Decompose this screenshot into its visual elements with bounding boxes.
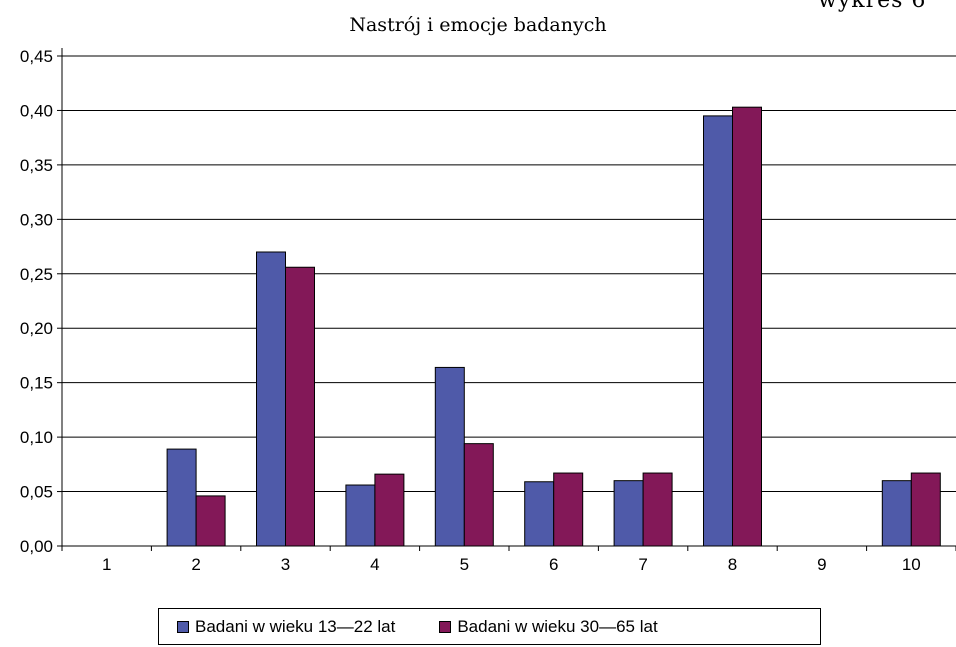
x-tick-label: 4 <box>370 555 379 574</box>
bar-series-2-cat-5 <box>463 443 494 547</box>
legend-entry-series-2: Badani w wieku 30—65 lat <box>439 616 658 637</box>
bar-chart: 0,00 0,05 0,10 0,15 0,20 0,25 0,30 0,35 0,40 0,45… <box>20 47 956 574</box>
y-tick-label: 0,30 <box>20 210 53 229</box>
legend-swatch-series-1 <box>177 620 189 633</box>
bar-series-2-cat-2 <box>195 495 226 547</box>
x-tick-label: 8 <box>728 555 737 574</box>
bar-series-1-cat-10 <box>881 480 912 547</box>
y-tick-labels: 0,00 0,05 0,10 0,15 0,20 0,25 0,30 0,35 0,40 0,45 <box>20 47 53 556</box>
bar-series-2-cat-6 <box>553 472 584 547</box>
x-tick-label: 6 <box>549 555 558 574</box>
bar-series-1-cat-6 <box>524 481 555 547</box>
x-tick-label: 1 <box>102 555 111 574</box>
bar-series-2-cat-3 <box>285 266 315 547</box>
bar-series-1-cat-3 <box>256 251 286 547</box>
chart-legend: Badani w wieku 13—22 lat Badani w wieku … <box>158 608 821 645</box>
y-tick-label: 0,15 <box>20 374 53 393</box>
legend-entry-series-1: Badani w wieku 13—22 lat <box>177 617 395 637</box>
bar-series-1-cat-7 <box>613 480 644 547</box>
bar-series-2-cat-4 <box>374 473 405 547</box>
x-tick-label: 2 <box>191 555 200 574</box>
gridlines <box>57 55 956 547</box>
y-tick-label: 0,35 <box>20 156 53 175</box>
y-tick-label: 0,40 <box>20 101 53 120</box>
legend-label-series-2: Badani w wieku 30—65 lat <box>457 616 658 636</box>
y-tick-label: 0,25 <box>20 265 53 284</box>
y-tick-label: 0,45 <box>20 47 53 66</box>
y-tick-label: 0,10 <box>20 428 53 447</box>
bar-series-1-cat-5 <box>434 366 465 547</box>
y-tick-label: 0,05 <box>20 483 53 502</box>
bars <box>166 106 941 547</box>
bar-series-1-cat-2 <box>166 448 197 547</box>
y-tick-label: 0,00 <box>20 537 53 556</box>
x-tick-label: 10 <box>902 555 921 574</box>
x-tick-label: 5 <box>460 555 469 574</box>
bar-series-2-cat-10 <box>910 472 941 547</box>
bar-series-2-cat-7 <box>642 472 673 547</box>
x-tick-labels: 1 2 3 4 5 6 7 8 9 10 <box>102 555 921 574</box>
bar-series-2-cat-8 <box>732 106 762 547</box>
x-tick-label: 7 <box>638 555 647 574</box>
axes <box>61 48 956 551</box>
y-tick-label: 0,20 <box>20 319 53 338</box>
chart-title: Nastrój i emocje badanych <box>349 14 607 36</box>
legend-label-series-1: Badani w wieku 13—22 lat <box>195 616 396 636</box>
bar-series-1-cat-4 <box>345 484 376 547</box>
x-tick-label: 9 <box>817 555 826 574</box>
legend-swatch-series-2 <box>439 620 452 633</box>
x-tick-label: 3 <box>281 555 290 574</box>
chart-corner-label: wykres 6 <box>818 0 927 13</box>
bar-series-1-cat-8 <box>703 115 733 547</box>
